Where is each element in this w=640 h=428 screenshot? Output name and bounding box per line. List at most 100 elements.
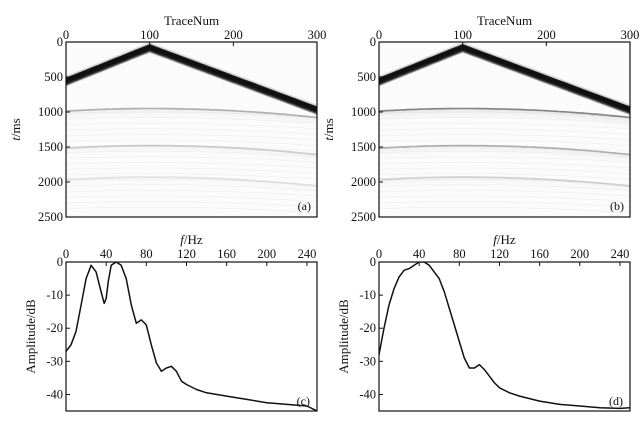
y-tick-label: 1500: [351, 140, 376, 154]
y-axis-label: t/ms: [321, 118, 336, 140]
seismic-panel-1: 0 100 200 300 TraceNum 0 500 1000 1500 2000 2500 t/…: [321, 13, 639, 224]
y-tick-label: -40: [46, 387, 63, 401]
reflection-line-0: [379, 113, 630, 123]
x-tick-label: 0: [376, 28, 382, 42]
reflection-line-0: [379, 107, 630, 119]
panel-label: (b): [610, 199, 624, 213]
x-axis-label: TraceNum: [477, 13, 532, 28]
x-tick-label: 80: [140, 247, 153, 261]
plot-frame: [378, 41, 631, 218]
y-tick-label: 500: [357, 70, 376, 84]
series-clip: [379, 262, 630, 410]
reflection-line-1: [379, 148, 630, 158]
reflection-line-1: [379, 147, 630, 157]
panel-label: (c): [297, 394, 310, 408]
reflection-line-0: [66, 112, 317, 122]
x-tick-label: 200: [537, 28, 556, 42]
coda-line: [379, 123, 630, 129]
x-tick-label: 200: [570, 247, 589, 261]
x-tick-label: 160: [217, 247, 236, 261]
y-axis-label: Amplitude/dB: [23, 299, 38, 374]
coda-line: [66, 179, 317, 185]
direct-wave-line: [66, 49, 317, 114]
coda-line: [379, 173, 630, 180]
direct-wave-precursor: [66, 42, 317, 106]
direct-wave-precursor: [66, 43, 317, 107]
x-tick-label: 240: [298, 247, 317, 261]
coda-line: [379, 179, 630, 185]
x-tick-label: 120: [177, 247, 196, 261]
coda-line: [379, 190, 630, 197]
y-tick-label: 0: [57, 35, 63, 49]
direct-wave-precursor: [379, 42, 630, 106]
x-tick-label: 100: [140, 28, 159, 42]
coda-line: [66, 128, 317, 135]
coda-line: [66, 134, 317, 141]
x-tick-label: 240: [611, 247, 630, 261]
plot-frame: [378, 261, 631, 412]
x-axis-label: f/Hz: [493, 232, 516, 247]
coda-line: [379, 117, 630, 124]
y-tick-label: -20: [359, 321, 376, 335]
y-tick-label: -30: [46, 354, 63, 368]
direct-wave-line: [66, 50, 317, 115]
reflection-line-1: [379, 144, 630, 156]
y-tick-label: 2500: [38, 210, 63, 224]
reflection-line-0: [66, 110, 317, 120]
direct-wave-line: [66, 51, 317, 116]
y-tick-label: -20: [46, 321, 63, 335]
plot-background: [379, 42, 630, 217]
reflection-line-0: [379, 111, 630, 121]
x-tick-label: 80: [453, 247, 466, 261]
coda-line: [379, 139, 630, 146]
x-tick-label: 200: [257, 247, 276, 261]
direct-wave-precursor: [379, 43, 630, 107]
x-tick-label: 0: [63, 247, 69, 261]
coda-line: [379, 111, 630, 118]
x-axis-label: TraceNum: [164, 13, 219, 28]
reflection-line-0: [66, 109, 317, 119]
x-tick-label: 300: [308, 28, 327, 42]
coda-line: [66, 156, 317, 163]
coda-line: [66, 151, 317, 157]
reflection-line-2: [379, 178, 630, 189]
coda-line: [66, 190, 317, 197]
y-tick-label: 1500: [38, 140, 63, 154]
coda-line: [379, 145, 630, 152]
coda-line: [379, 201, 630, 208]
coda-line: [66, 139, 317, 146]
coda-line: [66, 123, 317, 129]
direct-wave-precursor: [379, 43, 630, 107]
y-tick-label: 0: [370, 35, 376, 49]
coda-line: [66, 117, 317, 124]
y-axis-label: Amplitude/dB: [336, 299, 351, 374]
y-axis-label: t/ms: [8, 118, 23, 140]
coda-line: [379, 156, 630, 163]
coda-line: [379, 151, 630, 157]
plot-frame: [65, 41, 318, 218]
reflection-line-2: [379, 176, 630, 187]
reflection-line-2: [66, 176, 317, 187]
coda-line: [66, 195, 317, 202]
coda-line: [379, 184, 630, 191]
coda-line: [379, 195, 630, 202]
series-clip: [66, 262, 317, 411]
reflection-line-1: [66, 146, 317, 156]
y-tick-label: 2500: [351, 210, 376, 224]
coda-line: [66, 145, 317, 152]
reflection-line-0: [379, 114, 630, 124]
plot-frame: [65, 261, 318, 412]
reflection-line-2: [379, 177, 630, 188]
reflection-line-0: [66, 111, 317, 121]
coda-line: [379, 134, 630, 141]
coda-line: [379, 207, 630, 213]
y-tick-label: 500: [44, 70, 63, 84]
y-tick-label: 2000: [351, 175, 376, 189]
x-tick-label: 300: [621, 28, 640, 42]
y-tick-label: 1000: [38, 105, 63, 119]
coda-line: [379, 167, 630, 174]
x-tick-label: 0: [63, 28, 69, 42]
y-tick-label: 1000: [351, 105, 376, 119]
spectrum-line-0: [379, 262, 630, 410]
